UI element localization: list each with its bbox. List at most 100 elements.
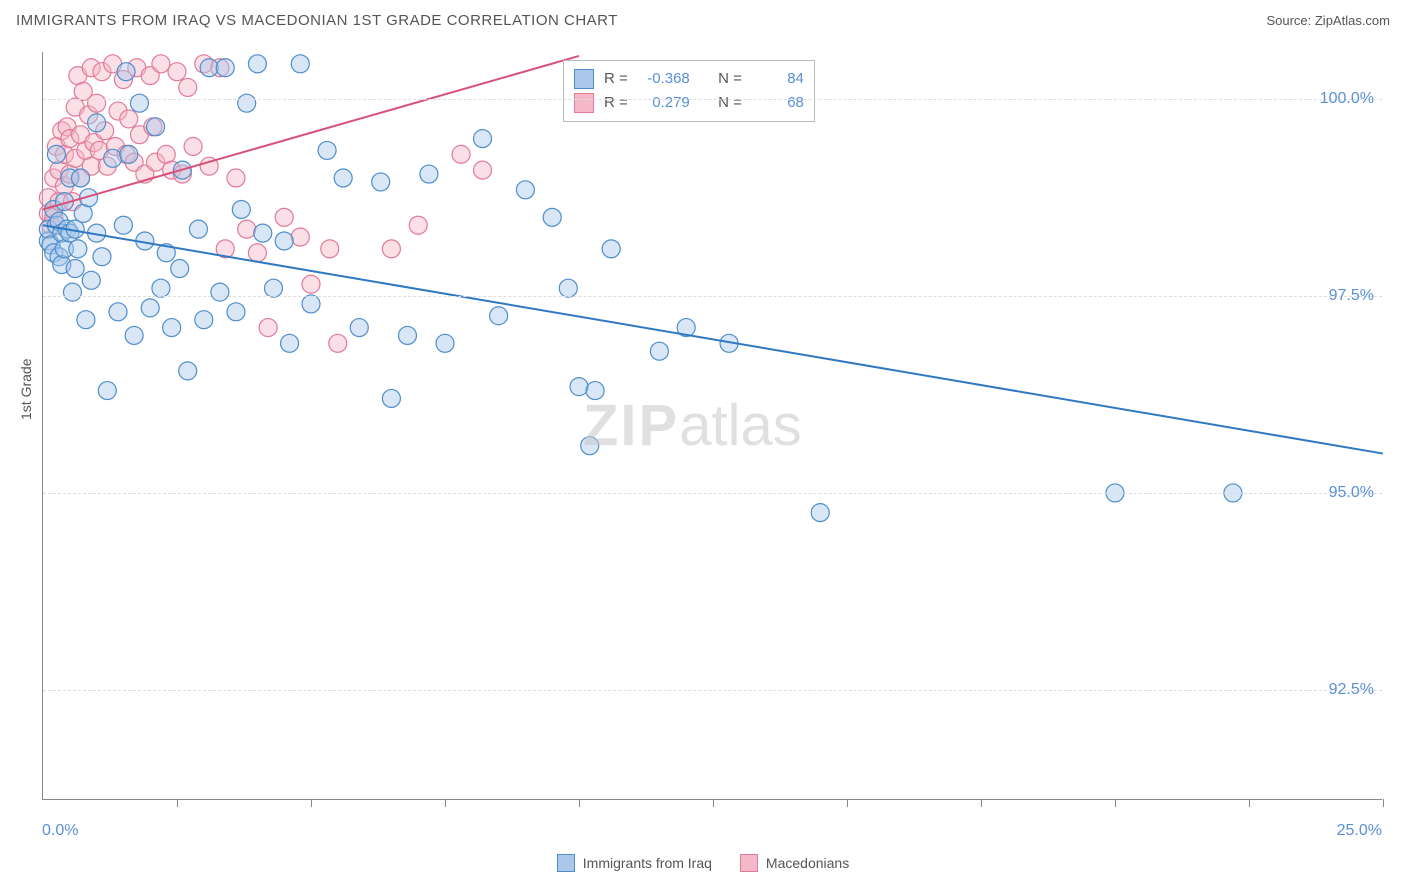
data-point <box>302 275 320 293</box>
data-point <box>114 216 132 234</box>
data-point <box>179 362 197 380</box>
bottom-legend: Immigrants from Iraq Macedonians <box>0 854 1406 872</box>
stats-swatch-1 <box>574 69 594 89</box>
x-tick <box>1249 799 1250 807</box>
data-point <box>581 437 599 455</box>
x-tick <box>445 799 446 807</box>
data-point <box>238 220 256 238</box>
x-axis-max-label: 25.0% <box>1337 822 1382 840</box>
legend-item-1: Immigrants from Iraq <box>557 854 712 872</box>
trend-line <box>43 225 1383 453</box>
data-point <box>104 149 122 167</box>
data-point <box>382 389 400 407</box>
data-point <box>490 307 508 325</box>
stats-swatch-2 <box>574 93 594 113</box>
data-point <box>334 169 352 187</box>
data-point <box>321 240 339 258</box>
data-point <box>382 240 400 258</box>
data-point <box>543 208 561 226</box>
data-point <box>88 114 106 132</box>
legend-item-2: Macedonians <box>740 854 849 872</box>
data-point <box>248 55 266 73</box>
data-point <box>152 55 170 73</box>
data-point <box>254 224 272 242</box>
x-tick <box>177 799 178 807</box>
data-point <box>259 319 277 337</box>
data-point <box>275 232 293 250</box>
stats-r-2: 0.279 <box>638 91 690 115</box>
data-point <box>168 63 186 81</box>
x-tick <box>981 799 982 807</box>
data-point <box>141 299 159 317</box>
data-point <box>125 326 143 344</box>
data-point <box>302 295 320 313</box>
gridline <box>43 690 1382 691</box>
data-point <box>350 319 368 337</box>
data-point <box>329 334 347 352</box>
source-link[interactable]: ZipAtlas.com <box>1315 13 1390 28</box>
y-tick-label: 100.0% <box>1320 90 1374 108</box>
data-point <box>98 382 116 400</box>
r-label: R = <box>604 67 628 91</box>
data-point <box>398 326 416 344</box>
chart-svg <box>43 52 1382 799</box>
x-tick <box>1383 799 1384 807</box>
data-point <box>47 145 65 163</box>
data-point <box>436 334 454 352</box>
x-tick <box>579 799 580 807</box>
data-point <box>474 130 492 148</box>
data-point <box>211 283 229 301</box>
y-tick-label: 97.5% <box>1329 287 1374 305</box>
data-point <box>227 303 245 321</box>
x-tick <box>713 799 714 807</box>
legend-swatch-2 <box>740 854 758 872</box>
data-point <box>189 220 207 238</box>
data-point <box>811 504 829 522</box>
data-point <box>281 334 299 352</box>
data-point <box>109 303 127 321</box>
data-point <box>420 165 438 183</box>
data-point <box>516 181 534 199</box>
data-point <box>120 145 138 163</box>
data-point <box>152 279 170 297</box>
y-tick-label: 95.0% <box>1329 484 1374 502</box>
data-point <box>195 311 213 329</box>
data-point <box>318 141 336 159</box>
n-label: N = <box>718 67 742 91</box>
x-tick <box>847 799 848 807</box>
data-point <box>63 283 81 301</box>
data-point <box>452 145 470 163</box>
data-point <box>232 200 250 218</box>
data-point <box>171 260 189 278</box>
legend-label-1: Immigrants from Iraq <box>583 855 712 871</box>
data-point <box>88 94 106 112</box>
x-tick <box>311 799 312 807</box>
data-point <box>264 279 282 297</box>
stats-row-2: R = 0.279 N = 68 <box>574 91 804 115</box>
data-point <box>93 248 111 266</box>
stats-r-1: -0.368 <box>638 67 690 91</box>
gridline <box>43 99 1382 100</box>
x-tick <box>1115 799 1116 807</box>
data-point <box>82 271 100 289</box>
data-point <box>69 240 87 258</box>
data-point <box>559 279 577 297</box>
data-point <box>248 244 266 262</box>
data-point <box>72 169 90 187</box>
stats-n-1: 84 <box>752 67 804 91</box>
x-axis-min-label: 0.0% <box>42 822 78 840</box>
data-point <box>179 78 197 96</box>
source-line: Source: ZipAtlas.com <box>1266 13 1390 28</box>
data-point <box>291 228 309 246</box>
n-label: N = <box>718 91 742 115</box>
stats-legend-box: R = -0.368 N = 84 R = 0.279 N = 68 <box>563 60 815 122</box>
data-point <box>77 311 95 329</box>
stats-row-1: R = -0.368 N = 84 <box>574 67 804 91</box>
stats-n-2: 68 <box>752 91 804 115</box>
data-point <box>238 94 256 112</box>
data-point <box>200 59 218 77</box>
data-point <box>227 169 245 187</box>
data-point <box>216 59 234 77</box>
data-point <box>147 118 165 136</box>
data-point <box>372 173 390 191</box>
